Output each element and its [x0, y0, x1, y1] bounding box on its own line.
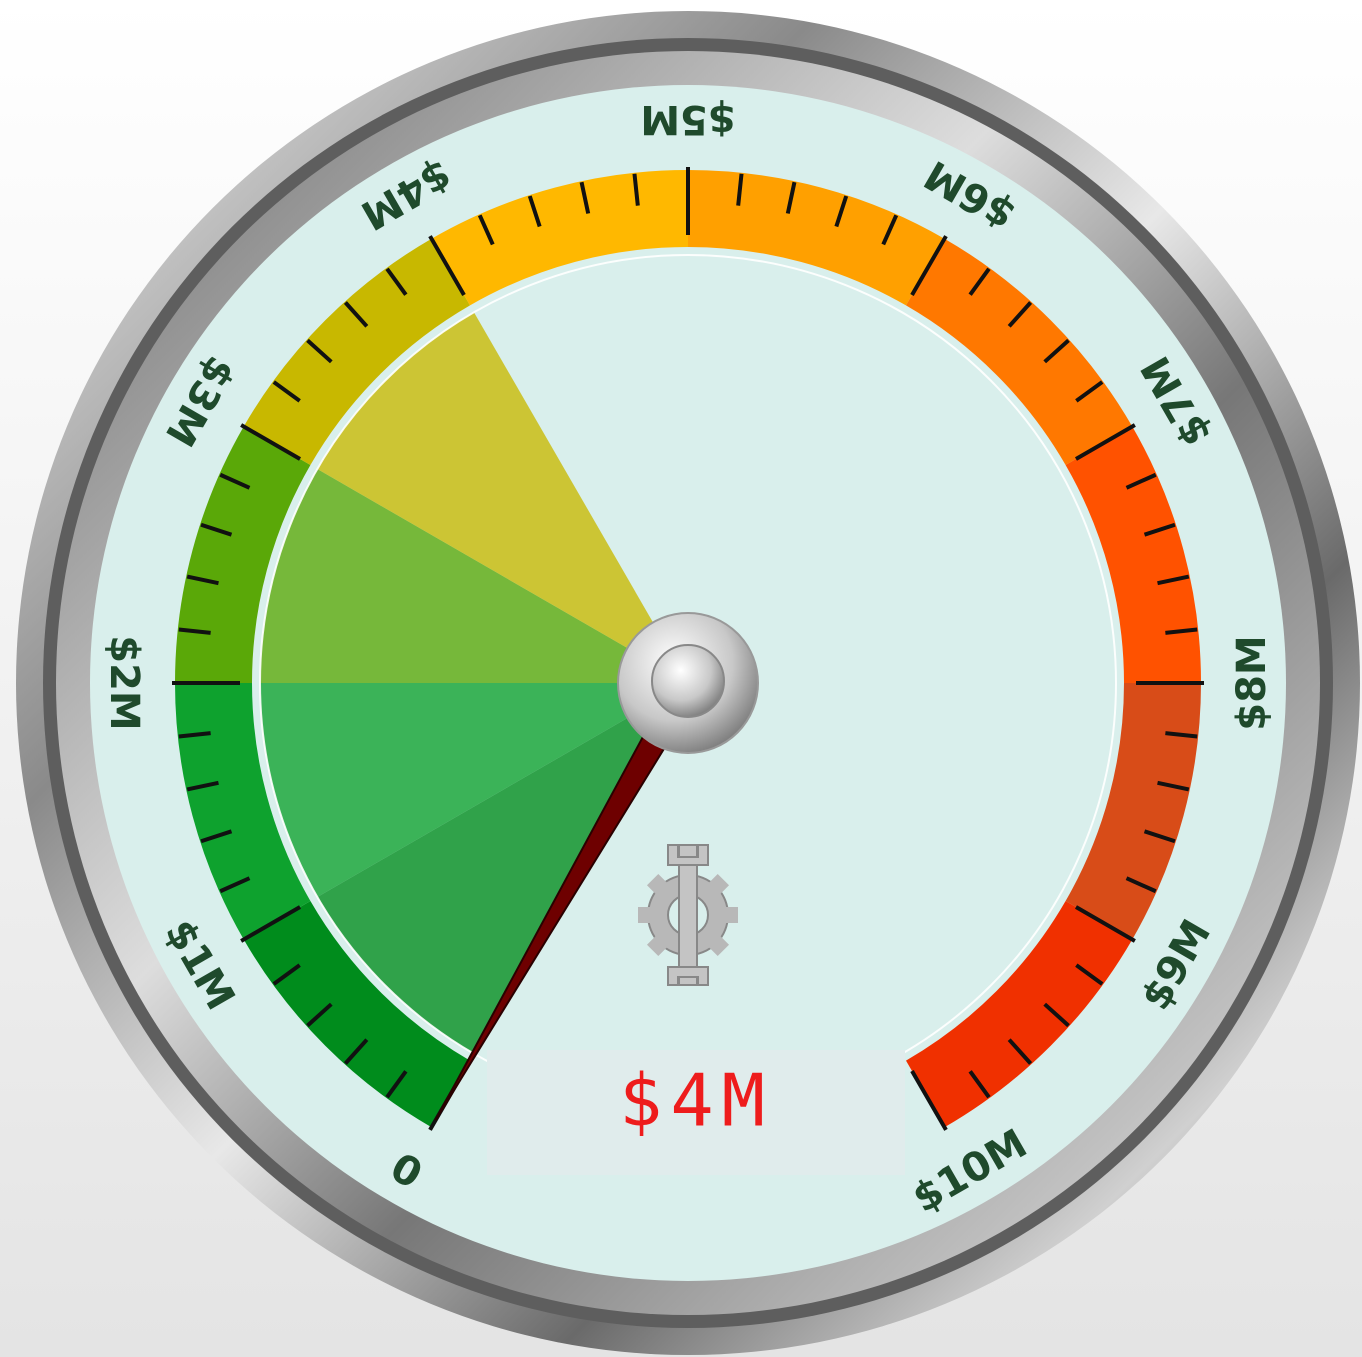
- minor-tick: [1165, 627, 1198, 635]
- minor-tick: [1125, 472, 1157, 490]
- minor-tick: [477, 214, 495, 246]
- minor-tick: [736, 173, 744, 206]
- minor-tick: [272, 380, 301, 403]
- minor-tick: [968, 1070, 991, 1099]
- minor-tick: [186, 780, 219, 792]
- minor-tick: [1157, 780, 1190, 792]
- color-band: [243, 238, 470, 465]
- minor-tick: [219, 876, 251, 894]
- minor-tick: [1075, 380, 1104, 403]
- major-tick: [1074, 905, 1136, 943]
- minor-tick: [881, 214, 899, 246]
- minor-tick: [385, 1070, 408, 1099]
- minor-tick: [186, 574, 219, 586]
- minor-tick: [968, 267, 991, 296]
- color-band: [906, 901, 1133, 1128]
- major-tick: [910, 1069, 948, 1131]
- minor-tick: [834, 195, 849, 228]
- minor-tick: [1043, 338, 1070, 364]
- minor-tick: [219, 472, 251, 490]
- hub-cap: [651, 644, 725, 718]
- minor-tick: [1143, 829, 1176, 844]
- minor-tick: [178, 627, 211, 635]
- minor-tick: [343, 301, 369, 328]
- minor-tick: [1125, 876, 1157, 894]
- minor-tick: [272, 963, 301, 986]
- minor-tick: [1007, 301, 1033, 328]
- major-tick: [1074, 423, 1136, 461]
- minor-tick: [785, 181, 797, 214]
- color-band: [1065, 683, 1201, 940]
- minor-tick: [1157, 574, 1190, 586]
- value-display: $4M: [619, 1059, 773, 1143]
- minor-tick: [343, 1038, 369, 1065]
- color-band: [175, 683, 311, 940]
- minor-tick: [200, 522, 233, 537]
- minor-tick: [200, 829, 233, 844]
- minor-tick: [1075, 963, 1104, 986]
- minor-tick: [1165, 731, 1198, 739]
- minor-tick: [579, 181, 591, 214]
- color-band: [431, 170, 688, 306]
- minor-tick: [632, 173, 640, 206]
- value-sector: [317, 683, 688, 1054]
- minor-tick: [1143, 522, 1176, 537]
- major-tick: [240, 423, 302, 461]
- color-band: [1065, 426, 1201, 683]
- minor-tick: [385, 267, 408, 296]
- major-tick: [240, 905, 302, 943]
- minor-tick: [527, 195, 542, 228]
- minor-tick: [306, 338, 333, 364]
- settings-icon: [638, 844, 738, 986]
- tick-label: $8M: [1229, 635, 1275, 730]
- tick-label: $5M: [640, 96, 735, 142]
- color-band: [906, 238, 1133, 465]
- color-band: [243, 901, 470, 1128]
- major-tick: [428, 235, 466, 297]
- tick-label: $2M: [101, 635, 147, 730]
- minor-tick: [306, 1002, 333, 1028]
- minor-tick: [1007, 1038, 1033, 1065]
- value-sector: [317, 312, 688, 683]
- display-panel: [487, 1050, 905, 1175]
- minor-tick: [1043, 1002, 1070, 1028]
- value-sector: [260, 683, 688, 897]
- minor-tick: [178, 731, 211, 739]
- color-band: [175, 426, 311, 683]
- major-tick: [910, 235, 948, 297]
- value-sector: [260, 469, 688, 683]
- color-band: [688, 170, 945, 306]
